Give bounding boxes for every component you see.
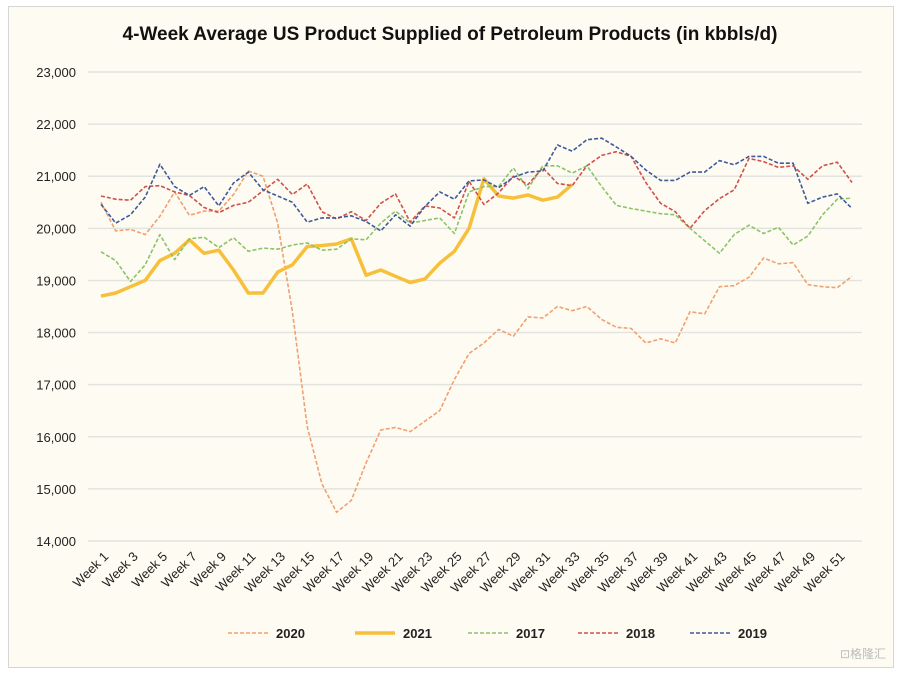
- y-tick-label: 18,000: [36, 326, 76, 341]
- legend-label: 2020: [276, 626, 305, 641]
- series-line-2017: [100, 165, 853, 283]
- y-tick-label: 22,000: [36, 117, 76, 132]
- legend-label: 2017: [516, 626, 545, 641]
- y-tick-label: 14,000: [36, 534, 76, 549]
- series-line-2020: [100, 170, 853, 514]
- watermark-logo: ⊡格隆汇: [839, 647, 886, 661]
- y-tick-label: 15,000: [36, 482, 76, 497]
- legend-label: 2019: [738, 626, 767, 641]
- y-tick-label: 19,000: [36, 273, 76, 288]
- series-line-2021: [100, 177, 574, 298]
- legend-label: 2021: [403, 626, 432, 641]
- chart-title: 4-Week Average US Product Supplied of Pe…: [122, 24, 778, 45]
- legend-label: 2018: [626, 626, 655, 641]
- series-line-2019: [100, 137, 853, 232]
- y-tick-label: 16,000: [36, 430, 76, 445]
- y-tick-label: 23,000: [36, 65, 76, 80]
- series-line-2018: [100, 150, 853, 230]
- y-tick-label: 20,000: [36, 221, 76, 236]
- chart-area: [8, 6, 894, 668]
- y-tick-label: 17,000: [36, 378, 76, 393]
- y-tick-label: 21,000: [36, 169, 76, 184]
